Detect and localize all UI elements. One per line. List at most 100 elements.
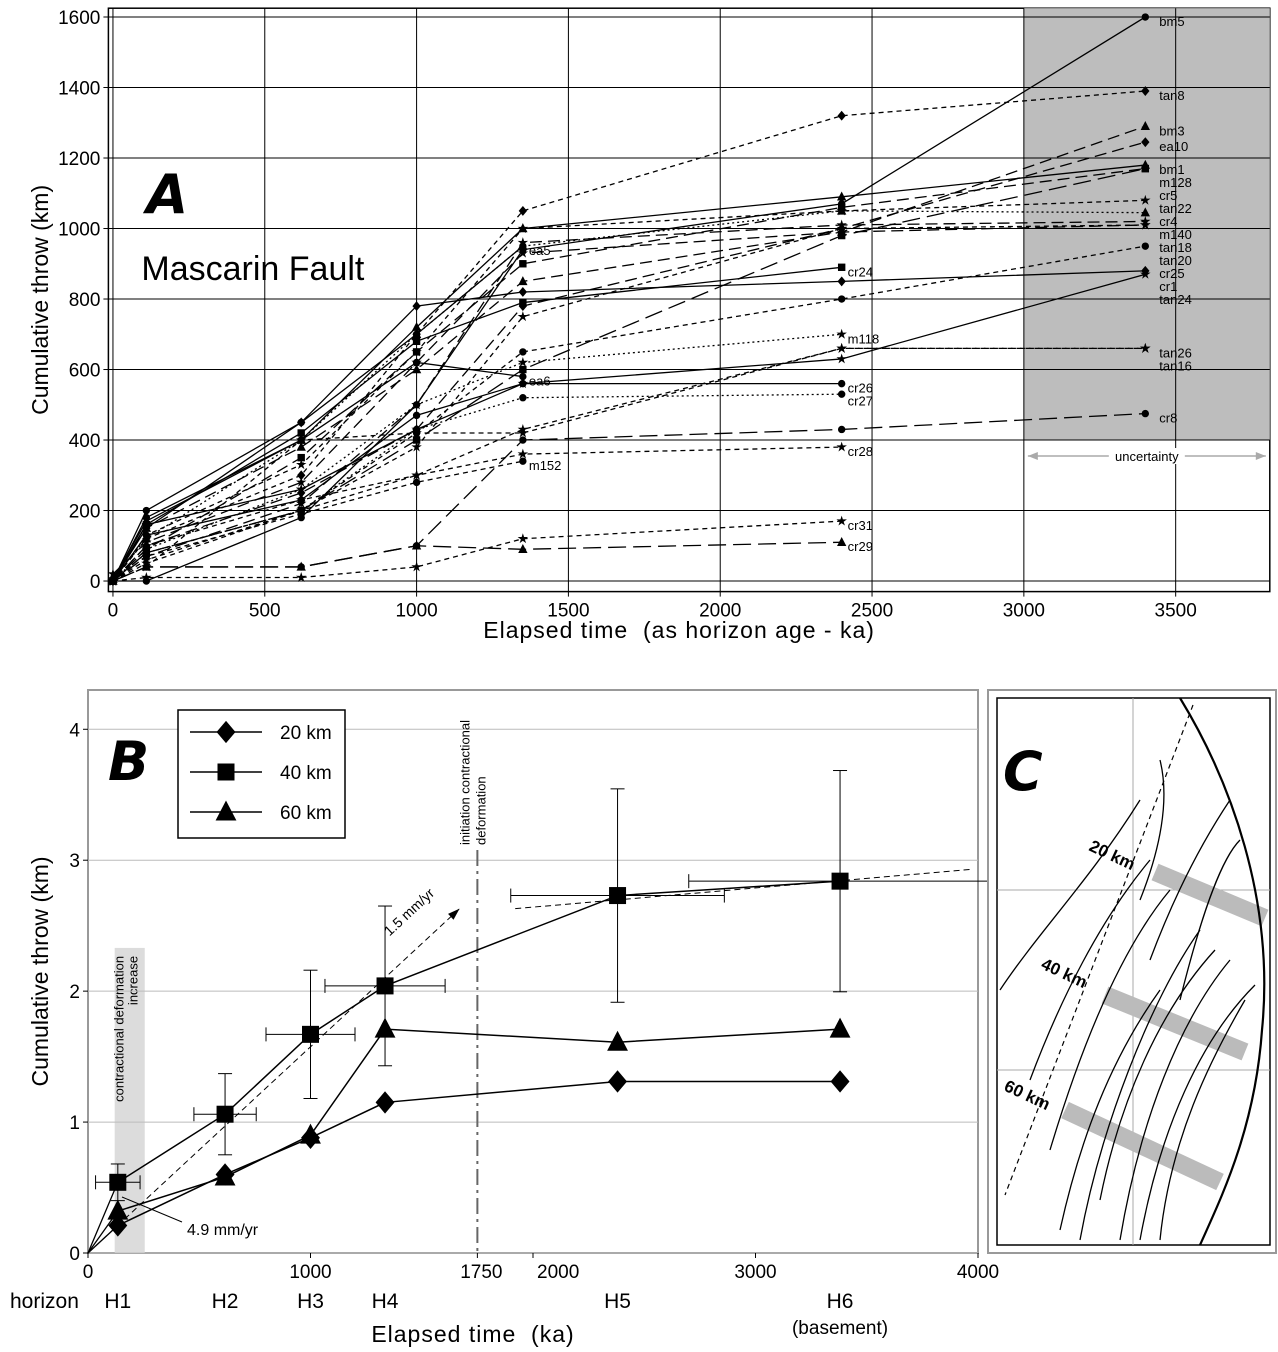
marker	[411, 540, 422, 550]
marker	[216, 720, 236, 744]
series-label: ea5	[529, 243, 551, 258]
band-label: increase	[126, 956, 141, 1005]
marker	[295, 459, 307, 470]
marker	[1140, 207, 1150, 217]
series-line	[112, 446, 842, 582]
marker	[836, 328, 847, 339]
deformation-band	[114, 947, 145, 1253]
origin-segment	[87, 1182, 119, 1254]
marker	[411, 441, 422, 452]
marker	[519, 457, 527, 465]
inset-frame	[987, 689, 1277, 1254]
marker	[836, 342, 847, 353]
marker	[1141, 409, 1150, 418]
coastline	[1179, 697, 1266, 1246]
y-tick-label: 600	[69, 361, 101, 382]
marker	[107, 1199, 129, 1220]
marker	[296, 561, 306, 571]
series-line	[112, 266, 842, 582]
series-label: ea6	[529, 374, 551, 389]
marker	[217, 763, 235, 781]
marker	[519, 242, 527, 250]
marker	[295, 572, 307, 582]
faults	[999, 759, 1256, 1241]
marker	[297, 510, 305, 518]
horizon-label: H3	[297, 1290, 324, 1313]
marker	[302, 1025, 319, 1043]
y-axis-title: Cumulative throw (km)	[27, 185, 53, 415]
marker	[411, 399, 422, 410]
arrow-head	[1027, 452, 1038, 461]
marker	[517, 247, 529, 258]
marker	[141, 572, 152, 582]
y-tick-label: 1600	[58, 8, 100, 29]
marker	[1140, 121, 1150, 130]
x-tick-label: 3500	[1155, 601, 1197, 622]
x-tick-label: 2000	[699, 601, 741, 622]
y-tick-label: 800	[69, 290, 101, 311]
legend-label: 40 km	[280, 763, 332, 784]
series-label: tan8	[1159, 88, 1184, 103]
series-line	[117, 1028, 841, 1212]
marker	[142, 531, 151, 539]
marker	[412, 425, 421, 434]
marker	[141, 540, 152, 551]
marker	[1141, 242, 1150, 250]
marker	[517, 356, 529, 367]
vline-label: initiation contractional	[457, 720, 472, 845]
marker	[519, 348, 527, 356]
marker	[141, 561, 152, 571]
arrow-head	[1255, 452, 1266, 461]
series-label: cr29	[848, 539, 873, 554]
series-line	[112, 520, 842, 582]
marker	[519, 372, 527, 381]
inset-map: C 20 km 40 km 60 km	[987, 689, 1277, 1254]
series-label: ea10	[1159, 139, 1188, 154]
horizon-label: H4	[372, 1290, 399, 1313]
panel-label: C	[1003, 740, 1043, 803]
marker	[376, 977, 394, 995]
marker	[109, 1173, 127, 1191]
marker	[295, 476, 307, 487]
band-label: contractional deformation	[112, 956, 127, 1102]
marker	[216, 1105, 234, 1123]
series-label: cr26	[848, 381, 873, 396]
marker	[295, 483, 307, 494]
x-tick-label: 2000	[537, 1262, 579, 1283]
uncertainty-label: uncertainty	[1115, 449, 1179, 464]
marker	[831, 872, 849, 890]
x-tick-label: 1750	[460, 1262, 502, 1283]
marker	[1140, 268, 1151, 279]
series-label: cr25	[1159, 266, 1184, 281]
series-line	[112, 382, 842, 582]
marker	[142, 506, 151, 515]
series-line	[112, 393, 842, 582]
x-tick-label: 1000	[289, 1262, 331, 1283]
marker	[517, 427, 529, 438]
rate-label: 4.9 mm/yr	[187, 1222, 259, 1239]
marker	[412, 301, 421, 312]
marker	[1140, 194, 1151, 205]
vline-label: deformation	[473, 776, 488, 845]
horizon-note: (basement)	[792, 1318, 888, 1339]
y-axis-title: Cumulative throw (km)	[27, 856, 53, 1086]
series-label: bm3	[1159, 123, 1184, 138]
marker	[412, 330, 421, 338]
y-tick-label: 2	[69, 982, 80, 1003]
legend-label: 20 km	[280, 723, 332, 744]
marker	[1141, 137, 1150, 148]
x-axis-title: Elapsed time (ka)	[371, 1321, 574, 1347]
marker	[300, 1123, 321, 1144]
y-tick-label: 1200	[58, 149, 100, 170]
marker	[519, 394, 527, 402]
y-tick-label: 0	[90, 572, 101, 593]
panel-label: A	[142, 163, 188, 226]
horizon-label: H5	[604, 1290, 631, 1313]
marker	[295, 494, 307, 505]
series-label: cr8	[1159, 411, 1177, 426]
y-tick-label: 1	[69, 1113, 80, 1134]
series-label: tan16	[1159, 358, 1192, 373]
y-tick-label: 1000	[58, 220, 100, 241]
marker	[829, 1017, 851, 1038]
